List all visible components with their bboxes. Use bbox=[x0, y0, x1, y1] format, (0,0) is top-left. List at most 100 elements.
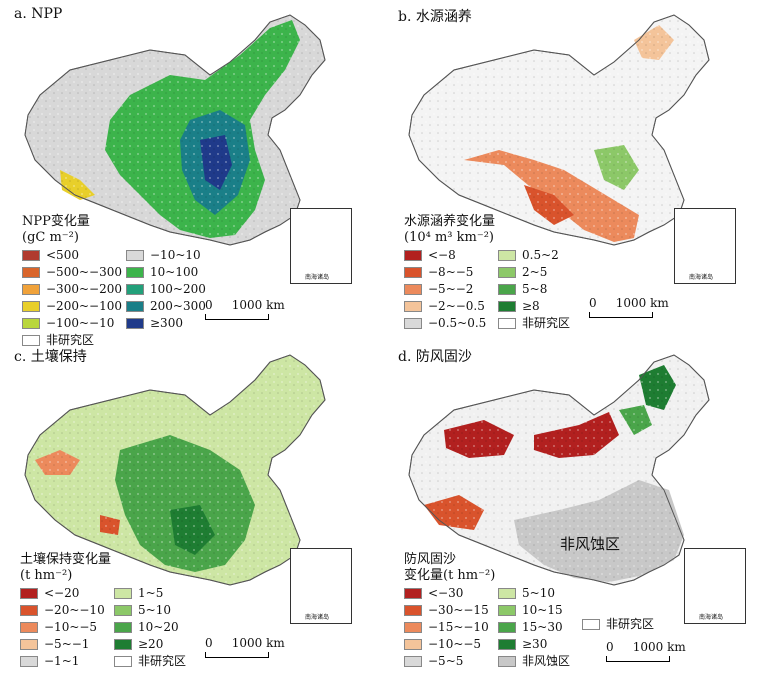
legend-item: 200~300 bbox=[126, 299, 226, 314]
legend-swatch bbox=[114, 639, 132, 650]
legend-swatch bbox=[404, 284, 422, 295]
legend-item: 0.5~2 bbox=[498, 248, 598, 263]
legend-item: −15~−10 bbox=[404, 620, 494, 635]
legend-item: <−8 bbox=[404, 248, 494, 263]
legend-item: 10~20 bbox=[114, 620, 214, 635]
legend-swatch bbox=[498, 284, 516, 295]
legend-unit: 变化量(t hm⁻²) bbox=[404, 568, 496, 583]
legend-swatch bbox=[20, 639, 38, 650]
legend-item: −300~−200 bbox=[22, 282, 122, 297]
non-erosion-map-label: 非风蚀区 bbox=[560, 535, 621, 553]
soil-legend: 土壤保持变化量 (t hm⁻²) <−20 1~5 −20~−10 5~10 −… bbox=[20, 552, 214, 669]
legend-unit: (10⁴ m³ km⁻²) bbox=[404, 230, 494, 245]
legend-item: −1~1 bbox=[20, 654, 110, 669]
legend-item: −100~−10 bbox=[22, 316, 122, 331]
legend-swatch bbox=[22, 284, 40, 295]
legend-item: −200~−100 bbox=[22, 299, 122, 314]
legend-item: 1~5 bbox=[114, 586, 214, 601]
legend-item: 15~30 bbox=[498, 620, 598, 635]
south-china-sea-inset: 南海诸岛 bbox=[290, 548, 352, 624]
legend-swatch bbox=[498, 588, 516, 599]
scale-bar: 0 1000 km bbox=[205, 636, 285, 658]
legend-item: ≥30 bbox=[498, 637, 598, 652]
legend-swatch bbox=[404, 588, 422, 599]
panel-windbreak-sand-fixation: d. 防风固沙 非风蚀区 南海诸岛 防风固沙 变化量(t hm⁻²) <−30 … bbox=[384, 340, 764, 675]
panel-npp: a. NPP 南海诸岛 NPP变化量 (gC m⁻²) <500 −10~10 … bbox=[0, 0, 380, 347]
not-study-area: 非研究区 bbox=[22, 333, 226, 348]
legend-item: 5~10 bbox=[498, 586, 598, 601]
legend-item: −10~−5 bbox=[404, 637, 494, 652]
legend-swatch bbox=[114, 622, 132, 633]
legend-item: −20~−10 bbox=[20, 603, 110, 618]
legend-item: −10~−5 bbox=[20, 620, 110, 635]
legend-item: ≥8 bbox=[498, 299, 598, 314]
legend-item: −8~−5 bbox=[404, 265, 494, 280]
legend-swatch bbox=[404, 318, 422, 329]
legend-swatch bbox=[498, 250, 516, 261]
legend-swatch bbox=[498, 301, 516, 312]
legend-item: −5~−1 bbox=[20, 637, 110, 652]
legend-swatch bbox=[498, 318, 516, 329]
legend-swatch bbox=[126, 250, 144, 261]
panel-water-conservation: b. 水源涵养 南海诸岛 水源涵养变化量 (10⁴ m³ km⁻²) <−8 0… bbox=[384, 0, 764, 335]
legend-swatch bbox=[404, 605, 422, 616]
scale-bar: 0 1000 km bbox=[589, 296, 669, 318]
legend-title: 水源涵养变化量 bbox=[404, 214, 496, 229]
legend-unit: (t hm⁻²) bbox=[20, 568, 73, 583]
legend-swatch bbox=[126, 284, 144, 295]
legend-swatch bbox=[22, 267, 40, 278]
legend-unit: (gC m⁻²) bbox=[22, 230, 79, 245]
legend-item: ≥20 bbox=[114, 637, 214, 652]
legend-swatch bbox=[114, 588, 132, 599]
legend-swatch bbox=[126, 318, 144, 329]
legend-swatch bbox=[22, 318, 40, 329]
legend-item: −0.5~0.5 bbox=[404, 316, 494, 331]
legend-swatch bbox=[498, 622, 516, 633]
legend-swatch bbox=[498, 605, 516, 616]
legend-swatch bbox=[404, 267, 422, 278]
scale-bar: 0 1000 km bbox=[205, 298, 285, 320]
sand-map bbox=[408, 354, 710, 586]
legend-swatch bbox=[582, 619, 600, 630]
legend-item: 非研究区 bbox=[114, 654, 214, 669]
legend-swatch bbox=[20, 622, 38, 633]
panel-title: a. NPP bbox=[14, 6, 63, 22]
legend-swatch bbox=[126, 301, 144, 312]
legend-item: −500~−300 bbox=[22, 265, 122, 280]
legend-swatch bbox=[20, 588, 38, 599]
panel-soil-conservation: c. 土壤保持 南海诸岛 土壤保持变化量 (t hm⁻²) <−20 1~5 −… bbox=[0, 340, 380, 675]
legend-item: −5~−2 bbox=[404, 282, 494, 297]
water-map bbox=[408, 14, 710, 246]
legend-swatch bbox=[22, 335, 40, 346]
sand-legend: 防风固沙 变化量(t hm⁻²) <−30 5~10 −30~−15 10~15… bbox=[404, 552, 598, 669]
not-study-area: 非研究区 bbox=[582, 617, 654, 632]
legend-swatch bbox=[20, 656, 38, 667]
panel-title: b. 水源涵养 bbox=[398, 9, 472, 25]
npp-legend: NPP变化量 (gC m⁻²) <500 −10~10 −500~−300 10… bbox=[22, 214, 226, 348]
legend-title: 土壤保持变化量 bbox=[20, 552, 112, 567]
legend-items: <−30 5~10 −30~−15 10~15 −15~−10 15~30 −1… bbox=[404, 586, 598, 669]
legend-item: <−20 bbox=[20, 586, 110, 601]
soil-map bbox=[24, 354, 326, 586]
legend-swatch bbox=[498, 656, 516, 667]
legend-item: 非风蚀区 bbox=[498, 654, 598, 669]
panel-title: c. 土壤保持 bbox=[14, 349, 87, 365]
legend-swatch bbox=[404, 639, 422, 650]
legend-swatch bbox=[404, 250, 422, 261]
legend-items: <−20 1~5 −20~−10 5~10 −10~−5 10~20 −5~−1… bbox=[20, 586, 214, 669]
legend-items: <−8 0.5~2 −8~−5 2~5 −5~−2 5~8 −2~−0.5 ≥8… bbox=[404, 248, 598, 331]
legend-swatch bbox=[126, 267, 144, 278]
legend-swatch bbox=[114, 605, 132, 616]
legend-title: NPP变化量 bbox=[22, 214, 90, 229]
scale-bar: 0 1000 km bbox=[606, 640, 686, 662]
legend-swatch bbox=[404, 301, 422, 312]
legend-item: 10~15 bbox=[498, 603, 598, 618]
legend-swatch bbox=[114, 656, 132, 667]
legend-swatch bbox=[498, 639, 516, 650]
legend-swatch bbox=[22, 250, 40, 261]
legend-item: 非研究区 bbox=[498, 316, 598, 331]
south-china-sea-inset: 南海诸岛 bbox=[684, 548, 746, 624]
legend-item: 5~10 bbox=[114, 603, 214, 618]
inset-label: 南海诸岛 bbox=[305, 614, 330, 621]
legend-swatch bbox=[22, 301, 40, 312]
